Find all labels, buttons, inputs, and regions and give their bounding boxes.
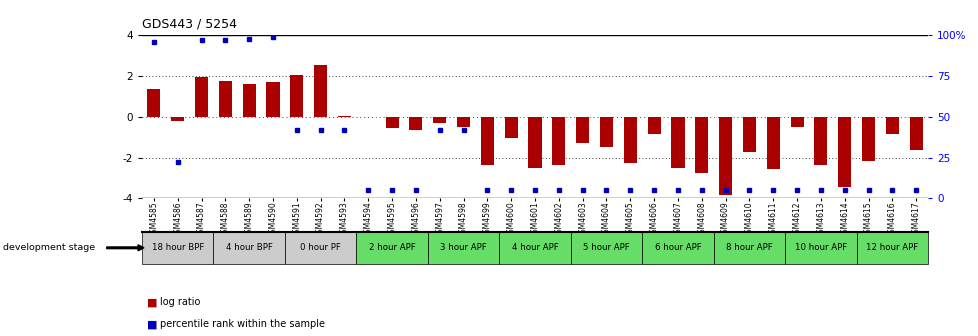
Text: ■: ■ bbox=[147, 319, 157, 329]
Text: GDS443 / 5254: GDS443 / 5254 bbox=[142, 17, 237, 30]
Bar bbox=[480, 117, 494, 165]
Text: 4 hour APF: 4 hour APF bbox=[511, 243, 557, 252]
Bar bbox=[314, 65, 327, 117]
Bar bbox=[528, 117, 541, 168]
Bar bbox=[218, 81, 232, 117]
Text: ■: ■ bbox=[147, 297, 157, 307]
Text: 8 hour APF: 8 hour APF bbox=[726, 243, 772, 252]
Bar bbox=[243, 84, 255, 117]
Text: 2 hour APF: 2 hour APF bbox=[369, 243, 415, 252]
Text: 12 hour APF: 12 hour APF bbox=[866, 243, 917, 252]
Bar bbox=[671, 117, 684, 168]
Text: log ratio: log ratio bbox=[159, 297, 200, 307]
Bar bbox=[766, 117, 779, 169]
Bar bbox=[409, 117, 422, 130]
Bar bbox=[432, 117, 446, 123]
Bar bbox=[289, 75, 303, 117]
Text: 0 hour PF: 0 hour PF bbox=[300, 243, 340, 252]
Bar bbox=[147, 89, 160, 117]
Bar bbox=[457, 117, 469, 127]
Bar bbox=[504, 117, 517, 138]
Bar bbox=[909, 117, 922, 151]
Text: 18 hour BPF: 18 hour BPF bbox=[152, 243, 203, 252]
Bar bbox=[718, 117, 732, 195]
Bar bbox=[646, 117, 660, 134]
Bar bbox=[337, 116, 351, 117]
Text: 3 hour APF: 3 hour APF bbox=[440, 243, 486, 252]
Bar bbox=[814, 117, 826, 165]
Bar bbox=[195, 77, 208, 117]
Bar bbox=[789, 117, 803, 127]
Text: development stage: development stage bbox=[3, 243, 95, 252]
Bar bbox=[837, 117, 851, 187]
Bar bbox=[742, 117, 755, 153]
Bar bbox=[171, 117, 184, 121]
Bar bbox=[861, 117, 874, 161]
Bar bbox=[385, 117, 398, 128]
Bar bbox=[694, 117, 708, 173]
Bar bbox=[552, 117, 565, 165]
Bar bbox=[600, 117, 612, 147]
Text: percentile rank within the sample: percentile rank within the sample bbox=[159, 319, 325, 329]
Bar bbox=[885, 117, 898, 134]
Text: 10 hour APF: 10 hour APF bbox=[794, 243, 846, 252]
Text: 4 hour BPF: 4 hour BPF bbox=[226, 243, 272, 252]
Text: 5 hour APF: 5 hour APF bbox=[583, 243, 629, 252]
Bar bbox=[575, 117, 589, 143]
Bar bbox=[623, 117, 637, 163]
Bar bbox=[266, 82, 280, 117]
Text: 6 hour APF: 6 hour APF bbox=[654, 243, 700, 252]
